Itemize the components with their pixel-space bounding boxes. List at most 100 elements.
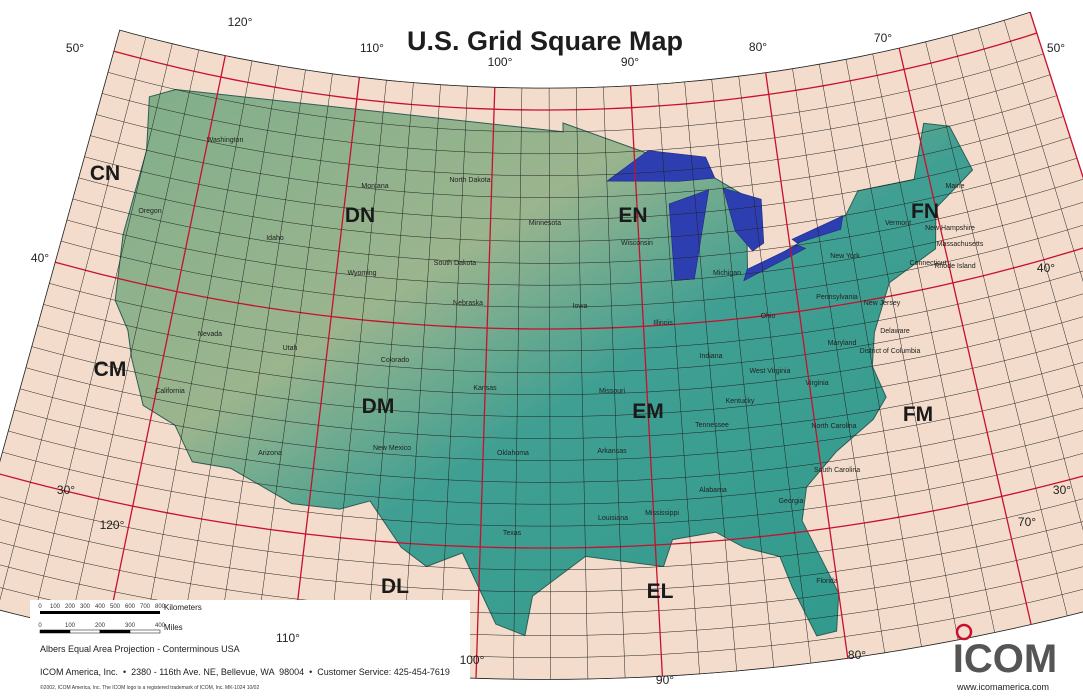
state-label: California — [155, 388, 185, 395]
state-label: Wisconsin — [621, 240, 653, 247]
state-label: Virginia — [805, 380, 828, 387]
lake — [722, 187, 765, 252]
field-label: EL — [647, 580, 674, 603]
field-label: EM — [632, 400, 664, 423]
grid-line — [69, 49, 200, 628]
state-label: New Hampshire — [925, 225, 975, 232]
grid-line — [845, 59, 959, 640]
state-label: Alabama — [699, 487, 727, 494]
field-label: DM — [362, 395, 395, 418]
state-label: Ohio — [761, 313, 776, 320]
state-label: Missouri — [599, 388, 626, 395]
scale-bar — [39, 629, 71, 634]
grid-line — [575, 87, 589, 680]
scale-tick-label: 700 — [140, 604, 151, 610]
state-label: Arizona — [258, 450, 282, 457]
field-boundary — [289, 77, 361, 665]
scale-tick-label: 0 — [38, 604, 42, 610]
scale-tick-label: 200 — [65, 604, 76, 610]
field-label: FM — [903, 403, 933, 426]
projection-note: Albers Equal Area Projection - Contermin… — [40, 644, 240, 654]
labels: CN DN EN FN CM DM EM FM DL EL 120° 110° 100° 90° 80° 70… — [31, 15, 1071, 692]
state-label: Maryland — [828, 340, 857, 347]
longitude-label: 70° — [874, 31, 892, 45]
grid-line — [603, 86, 626, 678]
lake — [791, 215, 844, 244]
state-label: Arkansas — [597, 448, 627, 455]
grid-line — [513, 87, 523, 680]
grid-line — [0, 37, 147, 601]
state-label: New Mexico — [373, 445, 411, 452]
latitude-label: 50° — [1047, 41, 1065, 55]
fine-print: ©2002, ICOM America, Inc. The ICOM logo … — [40, 684, 259, 691]
grid-line — [819, 64, 922, 647]
state-label: Florida — [816, 578, 838, 585]
state-label: West Virginia — [750, 368, 791, 375]
state-label: South Dakota — [434, 260, 477, 267]
field-label: DN — [345, 204, 375, 227]
state-label: Kansas — [473, 385, 497, 392]
longitude-label: 110° — [360, 41, 384, 55]
scale-tick-label: 500 — [110, 604, 121, 610]
state-label: Utah — [283, 345, 298, 352]
latitude-label: 40° — [31, 251, 49, 265]
state-label: Louisiana — [598, 515, 628, 522]
state-label: Tennessee — [695, 422, 729, 429]
logo: ICOM — [953, 637, 1057, 681]
longitude-label: 80° — [749, 40, 767, 54]
website: www.icomamerica.com — [956, 682, 1049, 692]
footer: ICOM America, Inc. • 2380 - 116th Ave. N… — [40, 667, 450, 677]
state-label: Indiana — [700, 353, 723, 360]
state-label: Nebraska — [453, 300, 483, 307]
state-label: Michigan — [713, 270, 741, 277]
grid-line — [33, 43, 173, 619]
grid-line — [548, 88, 551, 680]
longitude-label: 80° — [848, 648, 866, 662]
footer-background — [30, 600, 470, 699]
state-label: Minnesota — [529, 220, 561, 227]
latitude-label: 50° — [66, 41, 84, 55]
field-label: CN — [90, 162, 120, 185]
state-label: Idaho — [266, 235, 284, 242]
longitude-label: 100° — [460, 653, 485, 667]
scale-tick-label: 800 — [155, 604, 166, 610]
field-label: DL — [381, 575, 409, 598]
scale-bar — [69, 629, 101, 634]
field-label: CM — [94, 358, 127, 381]
grid-line — [1003, 20, 1083, 282]
grid-line — [438, 86, 468, 677]
state-label: Nevada — [198, 331, 222, 338]
grid-line — [216, 69, 306, 655]
scale-tick-label: 300 — [125, 623, 136, 629]
scale-tick-label: 100 — [50, 604, 61, 610]
state-label: Oklahoma — [497, 450, 529, 457]
field-boundary — [898, 47, 1032, 625]
scale-tick-label: 300 — [80, 604, 91, 610]
scale-tick-label: 400 — [155, 623, 166, 629]
state-label: Colorado — [381, 357, 410, 364]
state-label: Rhode Island — [934, 263, 975, 270]
field-boundary — [629, 85, 664, 677]
scale-tick-label: 0 — [38, 623, 42, 629]
map-title: U.S. Grid Square Map — [407, 26, 683, 56]
scale-bar — [40, 611, 160, 614]
scale-tick-label: 200 — [95, 623, 106, 629]
state-label: Massachusetts — [937, 241, 984, 248]
state-label: Oregon — [138, 208, 161, 215]
latitude-label: 30° — [1053, 483, 1071, 497]
field-boundary — [1029, 12, 1083, 180]
grid-line — [684, 81, 737, 672]
scale-tick-label: 100 — [65, 623, 76, 629]
grid-line — [401, 84, 441, 675]
grid-line — [657, 84, 700, 674]
grid-line — [0, 30, 120, 462]
state-label: Iowa — [573, 303, 588, 310]
longitude-label: 100° — [488, 55, 513, 69]
state-label: New York — [830, 253, 860, 260]
logo-ring — [955, 623, 973, 641]
latitude-label: 40° — [1037, 261, 1055, 275]
state-label: Wyoming — [347, 270, 376, 277]
state-label: Kentucky — [726, 398, 755, 405]
latitude-label: 30° — [57, 483, 75, 497]
